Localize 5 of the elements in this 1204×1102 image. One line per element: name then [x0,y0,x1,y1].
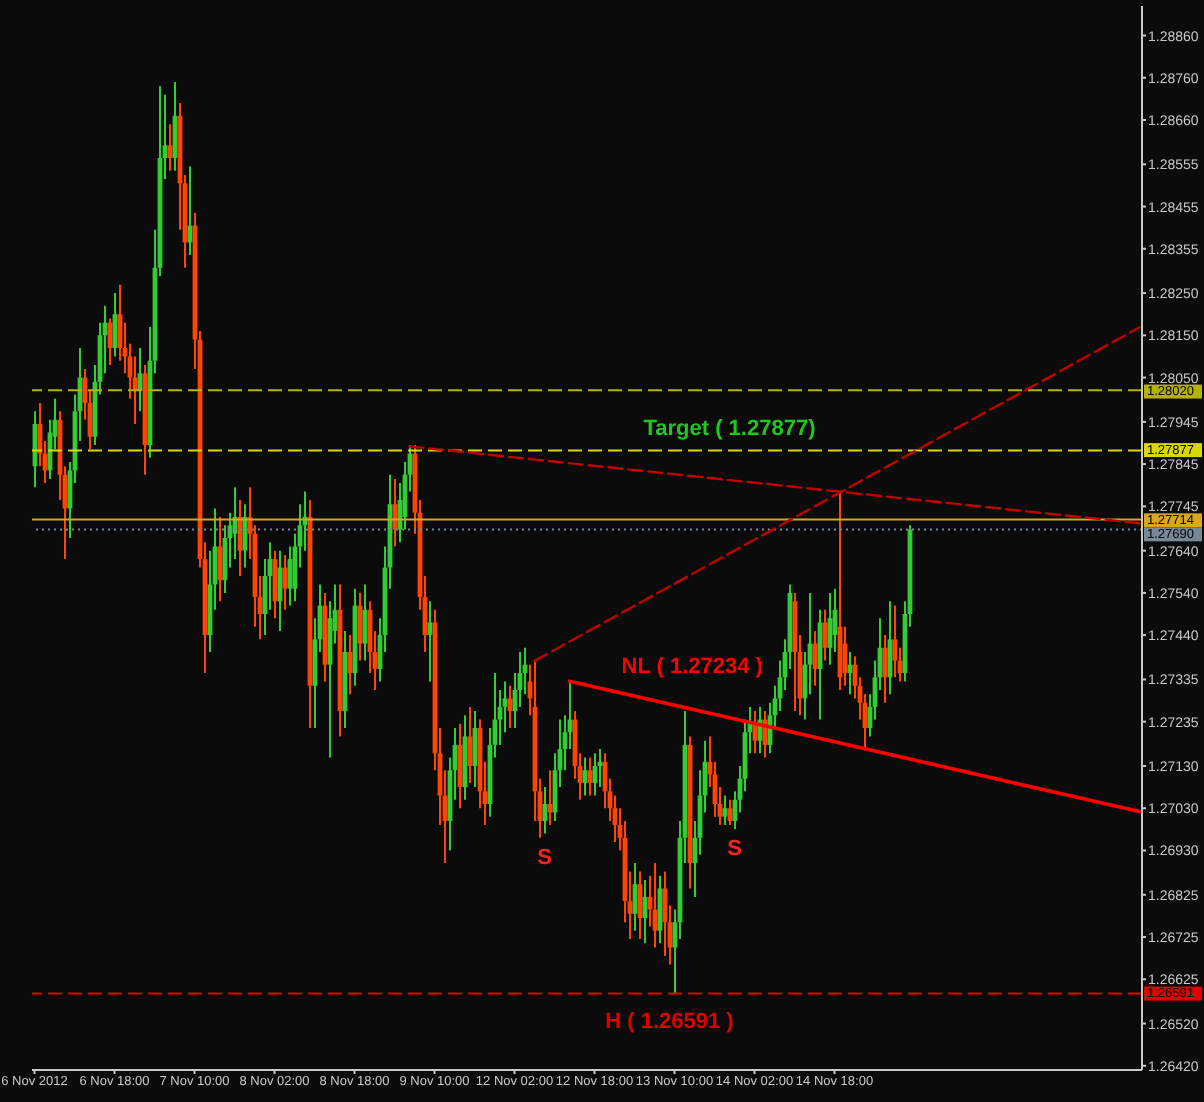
series-label: NL ( 1.27234 ) [621,655,764,680]
annotation: Target ( 1.27877) [643,416,817,441]
annotation: S [727,837,742,862]
annotation: S [537,845,552,870]
annotation: H ( 1.26591 ) [605,1009,735,1034]
